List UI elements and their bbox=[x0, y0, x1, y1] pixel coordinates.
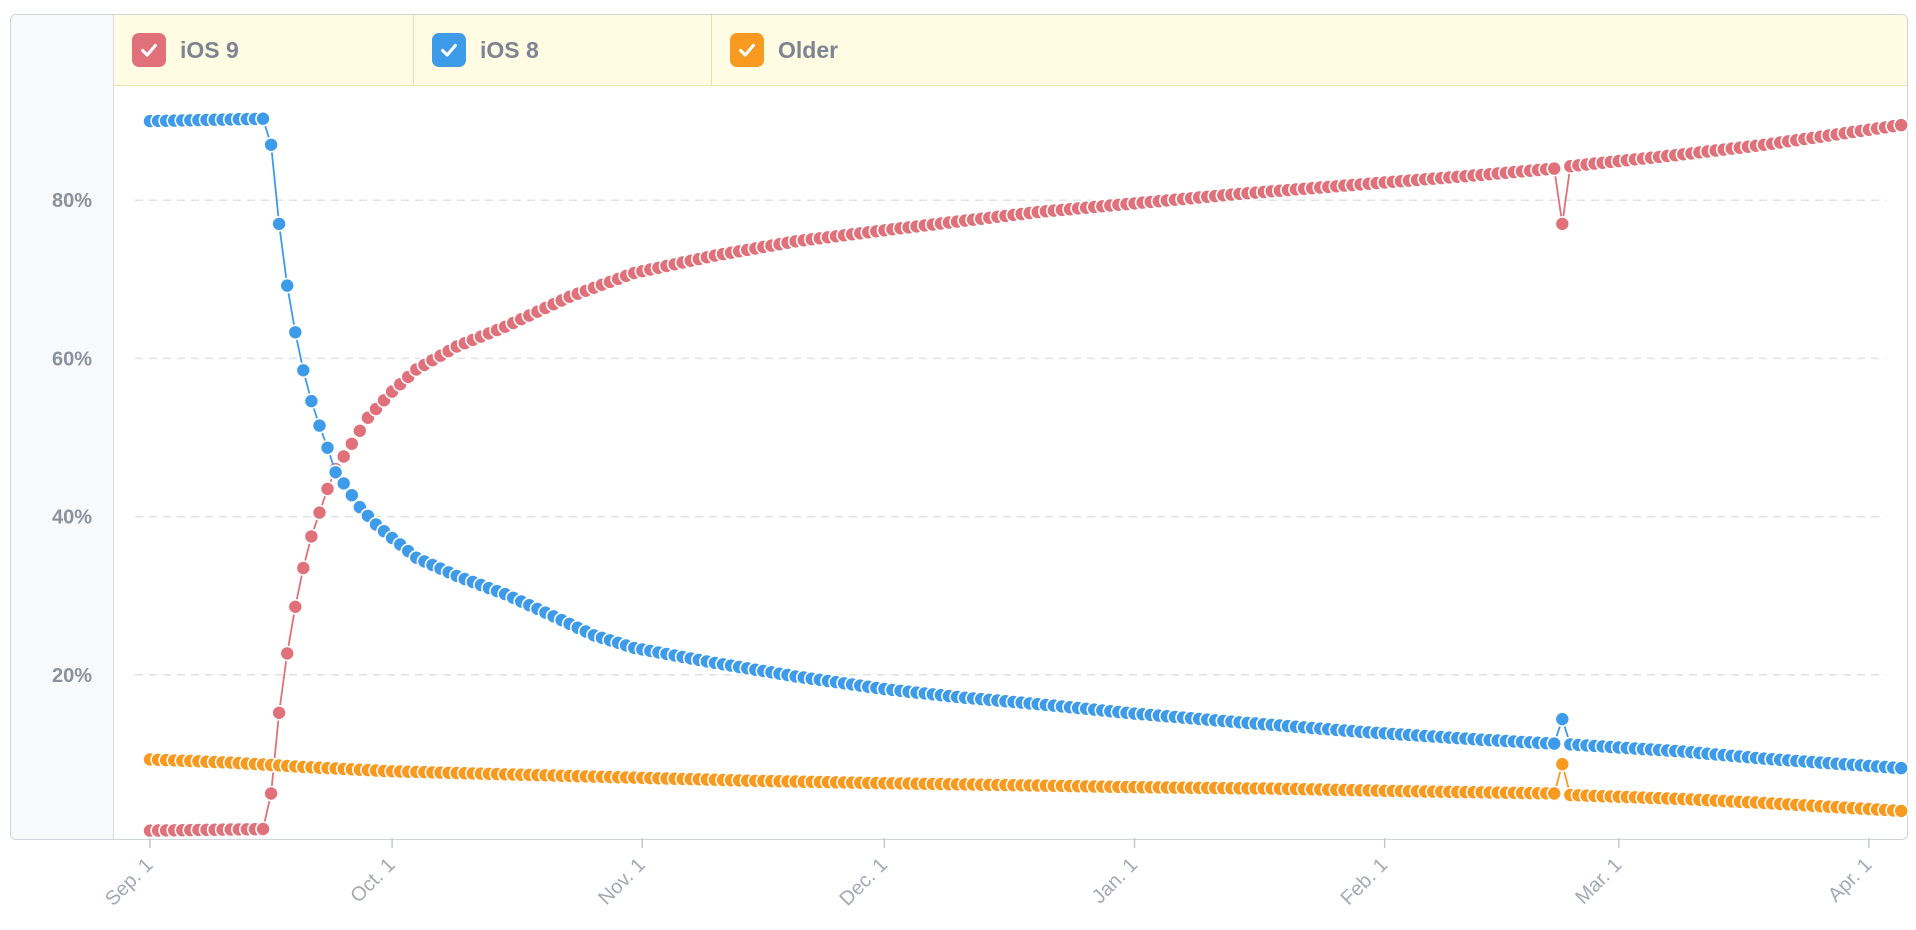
data-point bbox=[1554, 711, 1571, 727]
legend-item-ios8[interactable]: iOS 8 bbox=[414, 15, 712, 85]
data-point bbox=[287, 324, 304, 341]
y-tick-label: 60% bbox=[52, 348, 92, 370]
y-axis-panel bbox=[11, 15, 114, 839]
data-point bbox=[1893, 760, 1909, 776]
data-point bbox=[303, 393, 320, 409]
x-tick-label: Feb. 1 bbox=[1337, 854, 1393, 910]
data-point bbox=[327, 464, 344, 481]
data-point bbox=[1893, 117, 1909, 133]
data-point bbox=[287, 598, 304, 615]
x-tick-label: Mar. 1 bbox=[1571, 854, 1626, 909]
series-line-ios-9 bbox=[149, 124, 1902, 832]
legend-label: iOS 9 bbox=[180, 36, 239, 63]
data-point bbox=[343, 435, 360, 452]
legend-item-ios9[interactable]: iOS 9 bbox=[114, 15, 414, 85]
data-point bbox=[319, 481, 336, 497]
legend-label: Older bbox=[778, 36, 839, 63]
data-point bbox=[279, 645, 296, 662]
y-tick-label: 20% bbox=[52, 665, 92, 687]
x-tick-label: Apr. 1 bbox=[1824, 854, 1877, 907]
legend-label: iOS 8 bbox=[480, 36, 539, 63]
data-point bbox=[1554, 756, 1571, 773]
data-point bbox=[1546, 160, 1562, 177]
data-point bbox=[319, 439, 336, 456]
data-point bbox=[311, 504, 328, 521]
data-point bbox=[1546, 735, 1562, 752]
data-point bbox=[263, 137, 279, 153]
data-point bbox=[1554, 216, 1571, 232]
y-tick-label: 40% bbox=[52, 507, 92, 529]
x-tick-label: Sep. 1 bbox=[101, 854, 157, 910]
data-point bbox=[303, 528, 320, 545]
legend: iOS 9 iOS 8 Older bbox=[114, 15, 1907, 86]
data-point bbox=[295, 362, 312, 379]
data-point bbox=[1893, 803, 1909, 819]
data-point bbox=[279, 277, 296, 294]
data-point bbox=[1546, 785, 1562, 802]
legend-item-older[interactable]: Older bbox=[712, 15, 1907, 85]
x-tick-label: Oct. 1 bbox=[346, 854, 399, 907]
y-tick-label: 80% bbox=[52, 190, 92, 212]
x-tick-label: Nov. 1 bbox=[594, 854, 649, 909]
checkbox-checked-icon[interactable] bbox=[730, 33, 764, 67]
checkbox-checked-icon[interactable] bbox=[132, 33, 166, 67]
checkbox-checked-icon[interactable] bbox=[432, 33, 466, 67]
data-point bbox=[255, 110, 271, 127]
data-point bbox=[263, 785, 279, 802]
data-point bbox=[343, 487, 360, 504]
x-tick-label: Jan. 1 bbox=[1088, 854, 1142, 908]
x-tick-label: Dec. 1 bbox=[835, 854, 891, 910]
data-point bbox=[351, 422, 368, 439]
data-point bbox=[335, 448, 352, 465]
data-point bbox=[295, 560, 312, 576]
data-point bbox=[271, 216, 287, 232]
data-point bbox=[335, 475, 352, 492]
data-point bbox=[271, 704, 287, 721]
data-point bbox=[311, 417, 328, 434]
data-point bbox=[255, 821, 271, 837]
